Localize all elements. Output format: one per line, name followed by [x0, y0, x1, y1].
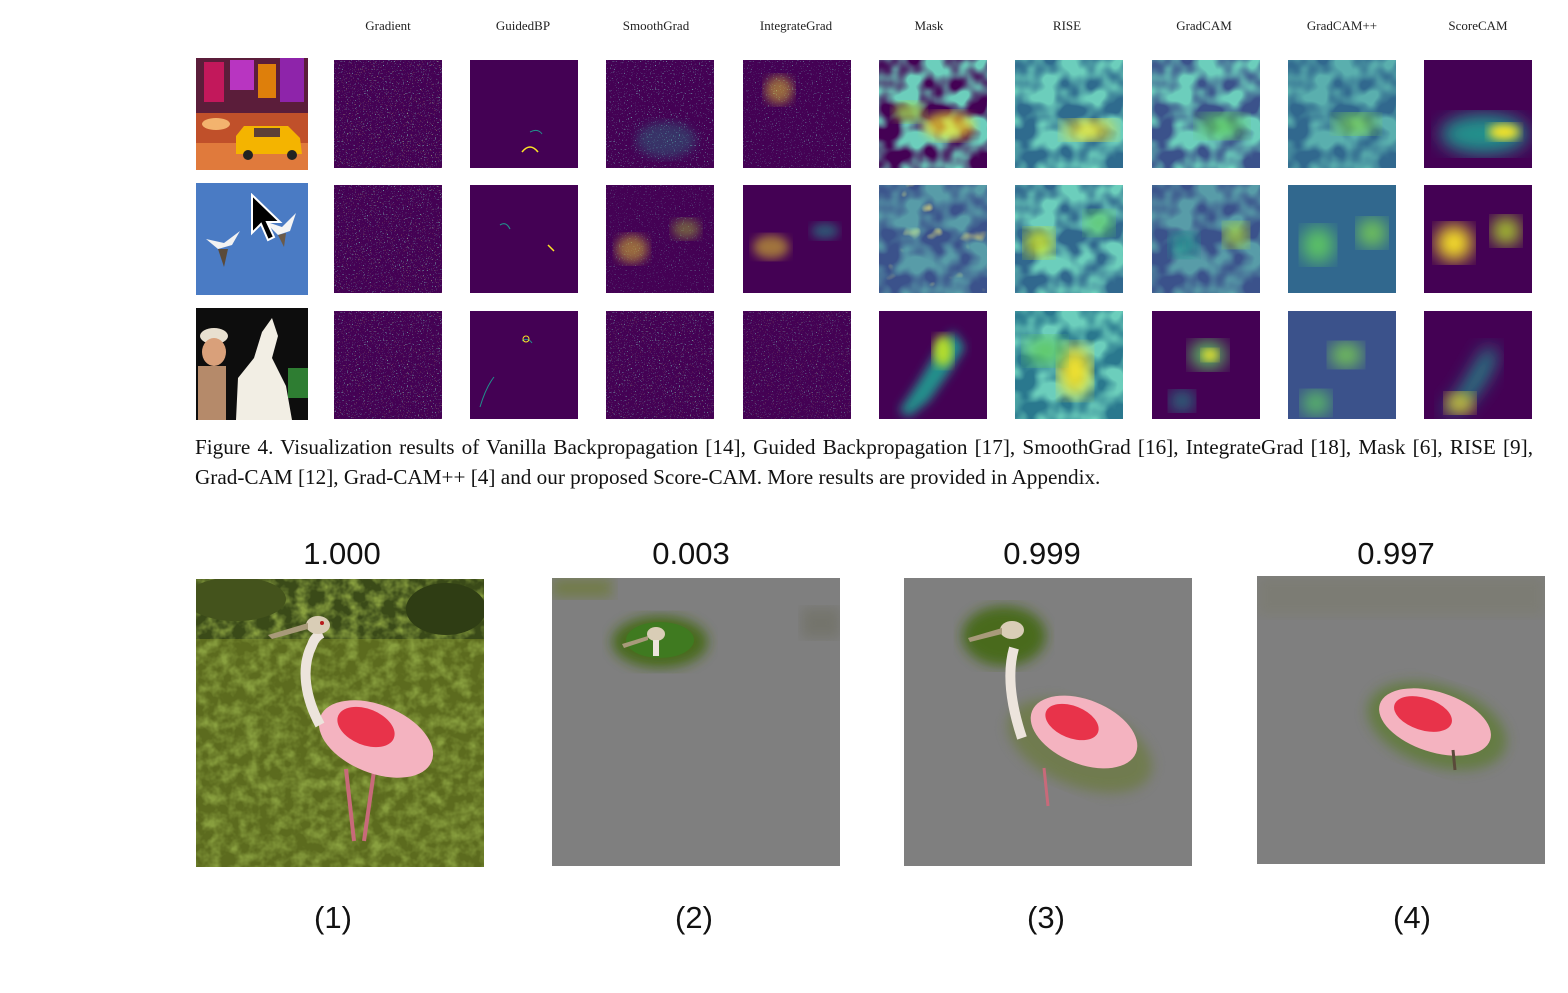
col-header-integrategrad: IntegrateGrad — [759, 18, 833, 33]
panel-4-masked-body — [1257, 576, 1545, 864]
heatmap-mask-birds — [879, 185, 987, 293]
panel-1-score: 1.000 — [303, 536, 381, 571]
panel-3-label: (3) — [1027, 900, 1065, 935]
heatmap-mask-street — [879, 60, 987, 168]
panel-3-masked-bird — [904, 578, 1192, 866]
heatmap-guidedbp-birds — [470, 185, 578, 293]
figure-4: Gradient GuidedBP SmoothGrad IntegrateGr… — [195, 18, 1533, 489]
heatmap-gradcampp-dog — [1288, 311, 1396, 419]
col-header-rise: RISE — [1052, 18, 1082, 33]
heatmap-rise-dog — [1015, 311, 1123, 419]
heatmap-gradcam-street — [1152, 60, 1260, 168]
heatmap-rise-birds — [1015, 185, 1123, 293]
heatmap-gradcampp-street — [1288, 60, 1396, 168]
panel-3-score: 0.999 — [1003, 536, 1081, 571]
heatmap-integrategrad-birds — [743, 185, 851, 293]
input-image-dog — [196, 308, 308, 420]
heatmap-guidedbp-dog — [470, 311, 578, 419]
col-header-mask: Mask — [914, 18, 944, 33]
heatmap-mask-dog — [879, 311, 987, 419]
heatmap-rise-street — [1015, 60, 1123, 168]
heatmap-gradient-birds — [334, 185, 442, 293]
col-header-gradient: Gradient — [365, 18, 411, 33]
panel-4-score: 0.997 — [1357, 536, 1435, 571]
heatmap-smoothgrad-dog — [606, 311, 714, 419]
heatmap-smoothgrad-birds — [606, 185, 714, 293]
heatmap-integrategrad-street — [743, 60, 851, 168]
panel-2-label: (2) — [675, 900, 713, 935]
heatmap-guidedbp-street — [470, 60, 578, 168]
col-header-scorecam: ScoreCAM — [1448, 18, 1508, 33]
figure-caption: Figure 4. Visualization results of Vanil… — [195, 435, 1533, 489]
heatmap-scorecam-birds — [1424, 185, 1532, 293]
heatmap-gradcam-dog — [1152, 311, 1260, 419]
heatmap-gradient-dog — [334, 311, 442, 419]
heatmap-scorecam-street — [1424, 60, 1532, 168]
col-header-guidedbp: GuidedBP — [495, 18, 551, 33]
input-image-street — [196, 58, 308, 170]
heatmap-gradcam-birds — [1152, 185, 1260, 293]
panel-4-label: (4) — [1393, 900, 1431, 935]
heatmap-smoothgrad-street — [606, 60, 714, 168]
heatmap-scorecam-dog — [1424, 311, 1532, 419]
col-header-gradcam: GradCAM — [1176, 18, 1232, 33]
col-header-gradcampp: GradCAM++ — [1306, 18, 1378, 33]
mouse-cursor-icon — [251, 193, 283, 242]
panel-2-masked-head — [552, 578, 840, 866]
heatmap-gradcampp-birds — [1288, 185, 1396, 293]
heatmap-gradient-street — [334, 60, 442, 168]
panel-1-label: (1) — [314, 900, 352, 935]
col-header-smoothgrad: SmoothGrad — [622, 18, 690, 33]
panel-1-original-image — [196, 579, 484, 867]
panel-2-score: 0.003 — [652, 536, 730, 571]
heatmap-integrategrad-dog — [743, 311, 851, 419]
